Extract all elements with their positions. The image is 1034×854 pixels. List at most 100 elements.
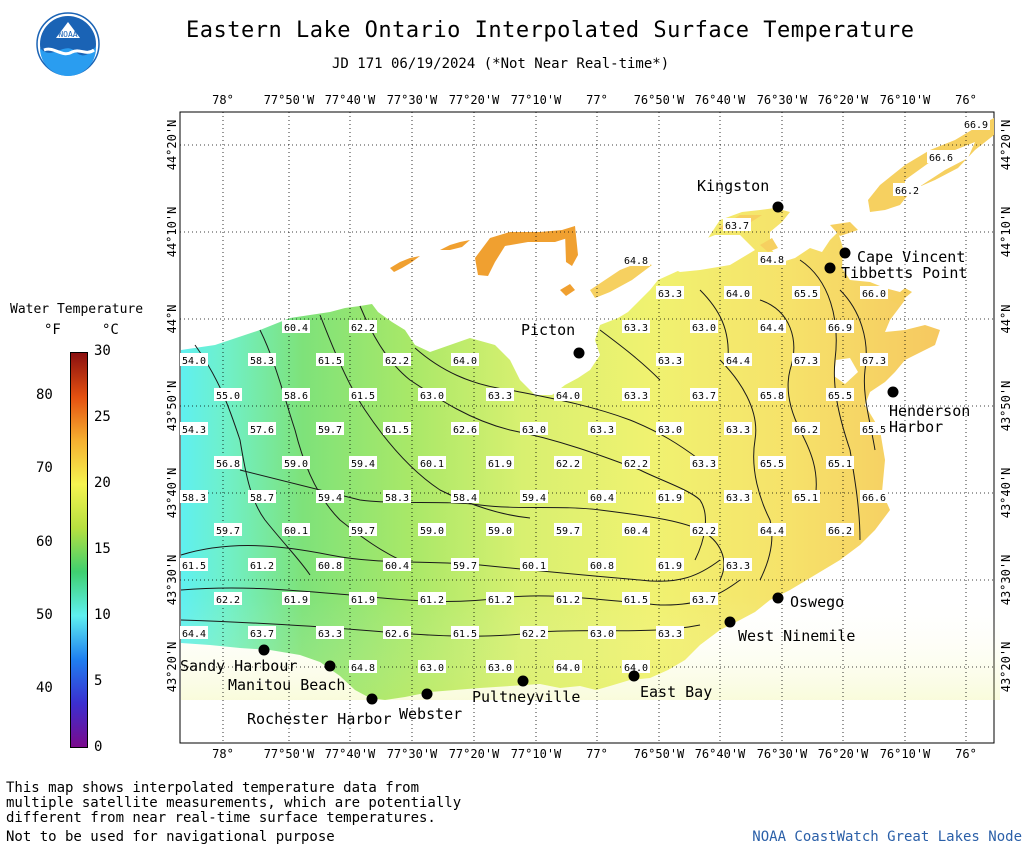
map-title: Eastern Lake Ontario Interpolated Surfac… [186, 18, 915, 43]
temp-label-bg [656, 353, 684, 366]
legend-unit-c: °C [102, 322, 119, 338]
temp-label: 63.3 [488, 391, 512, 402]
temp-label-bg [282, 592, 310, 605]
temp-label: 61.2 [556, 595, 580, 606]
temp-label: 65.5 [862, 425, 886, 436]
lon-label-bottom: 77°30'W [387, 747, 438, 761]
place-dot [724, 616, 736, 628]
temp-label: 63.0 [420, 663, 444, 674]
temp-label: 60.4 [385, 561, 409, 572]
temp-label-bg [383, 490, 411, 503]
lat-label-right: 43°40'N [999, 468, 1013, 519]
lon-label-bottom: 77°20'W [449, 747, 500, 761]
lon-label-bottom: 77°50'W [264, 747, 315, 761]
temp-label: 63.3 [726, 561, 750, 572]
temp-label: 60.1 [284, 526, 308, 537]
temp-label: 67.3 [794, 356, 818, 367]
place-dot [628, 670, 640, 682]
temp-label-bg [180, 490, 208, 503]
lon-label-top: 76°40'W [695, 93, 746, 107]
lon-label-bottom: 76°50'W [634, 747, 685, 761]
place-dot [324, 660, 336, 672]
temp-label: 64.4 [182, 629, 206, 640]
lon-label-top: 77°30'W [387, 93, 438, 107]
temp-label-bg [418, 660, 446, 673]
temp-label-bg [316, 490, 344, 503]
temp-label-bg [383, 626, 411, 639]
temp-label: 58.3 [385, 493, 409, 504]
legend-unit-f: °F [44, 322, 61, 338]
temp-label-bg [826, 523, 854, 536]
place-dot [887, 386, 899, 398]
lon-label-top: 77°40'W [325, 93, 376, 107]
lon-label-bottom: 76° [955, 747, 977, 761]
temp-label-bg [792, 422, 820, 435]
temp-label: 63.0 [522, 425, 546, 436]
lat-label-right: 43°20'N [999, 642, 1013, 693]
temp-label: 66.9 [964, 120, 988, 131]
temp-label: 62.6 [453, 425, 477, 436]
island-wolfe [790, 200, 880, 235]
place-label: Harbor [889, 418, 943, 436]
lat-label-right: 43°30'N [999, 555, 1013, 606]
legend-tick-f-50: 50 [36, 607, 53, 623]
noaa-logo: NOAA [36, 12, 100, 76]
disclaimer-line-2: multiple satellite measurements, which a… [6, 795, 462, 811]
temp-label: 63.0 [420, 391, 444, 402]
lon-label-top: 76°20'W [818, 93, 869, 107]
temp-label-bg [656, 558, 684, 571]
place-label: Manitou Beach [228, 676, 345, 694]
place-label: Sandy Harbour [180, 657, 297, 675]
temp-label-bg [724, 286, 752, 299]
temp-label-bg [622, 456, 650, 469]
temp-label: 61.9 [351, 595, 375, 606]
place-label: East Bay [640, 683, 712, 701]
temp-label: 60.8 [318, 561, 342, 572]
temp-label: 61.9 [488, 459, 512, 470]
temp-label: 58.7 [250, 493, 274, 504]
temp-label: 61.2 [488, 595, 512, 606]
temp-label-bg [554, 456, 582, 469]
lon-label-bottom: 76°20'W [818, 747, 869, 761]
temp-label: 63.3 [692, 459, 716, 470]
lat-label-right: 44°N [999, 305, 1013, 334]
temp-label-bg [724, 422, 752, 435]
place-dot [421, 688, 433, 700]
legend-tick-c-15: 15 [94, 541, 111, 557]
temp-label: 60.4 [624, 526, 648, 537]
temp-label: 64.8 [351, 663, 375, 674]
temp-label-bg [656, 286, 684, 299]
temp-label: 65.5 [760, 459, 784, 470]
lon-label-top: 76°30'W [757, 93, 808, 107]
place-dot [366, 693, 378, 705]
temp-label: 61.5 [182, 561, 206, 572]
disclaimer-line-3: different from near real-time surface te… [6, 810, 436, 826]
temp-label: 66.0 [862, 289, 886, 300]
lat-label-left: 43°40'N [165, 468, 179, 519]
temp-label-bg [792, 353, 820, 366]
temp-label: 65.5 [828, 391, 852, 402]
place-dot [573, 347, 585, 359]
temp-label: 63.3 [658, 289, 682, 300]
place-label: Henderson [889, 402, 970, 420]
temp-label-bg [724, 490, 752, 503]
lon-label-bottom: 77° [586, 747, 608, 761]
lat-label-right: 43°50'N [999, 381, 1013, 432]
temp-label: 65.5 [794, 289, 818, 300]
temp-label: 61.5 [385, 425, 409, 436]
temp-label-bg [690, 388, 718, 401]
temp-label: 61.9 [284, 595, 308, 606]
temp-label: 61.2 [250, 561, 274, 572]
lon-label-bottom: 76°10'W [880, 747, 931, 761]
temp-label: 60.8 [590, 561, 614, 572]
temp-label: 63.3 [318, 629, 342, 640]
lat-label-left: 44°N [165, 305, 179, 334]
temp-label: 59.0 [420, 526, 444, 537]
temp-label: 60.4 [590, 493, 614, 504]
lon-label-bottom: 78° [212, 747, 234, 761]
temp-label: 64.0 [556, 391, 580, 402]
temp-label-bg [927, 150, 955, 163]
legend-tick-f-70: 70 [36, 460, 53, 477]
